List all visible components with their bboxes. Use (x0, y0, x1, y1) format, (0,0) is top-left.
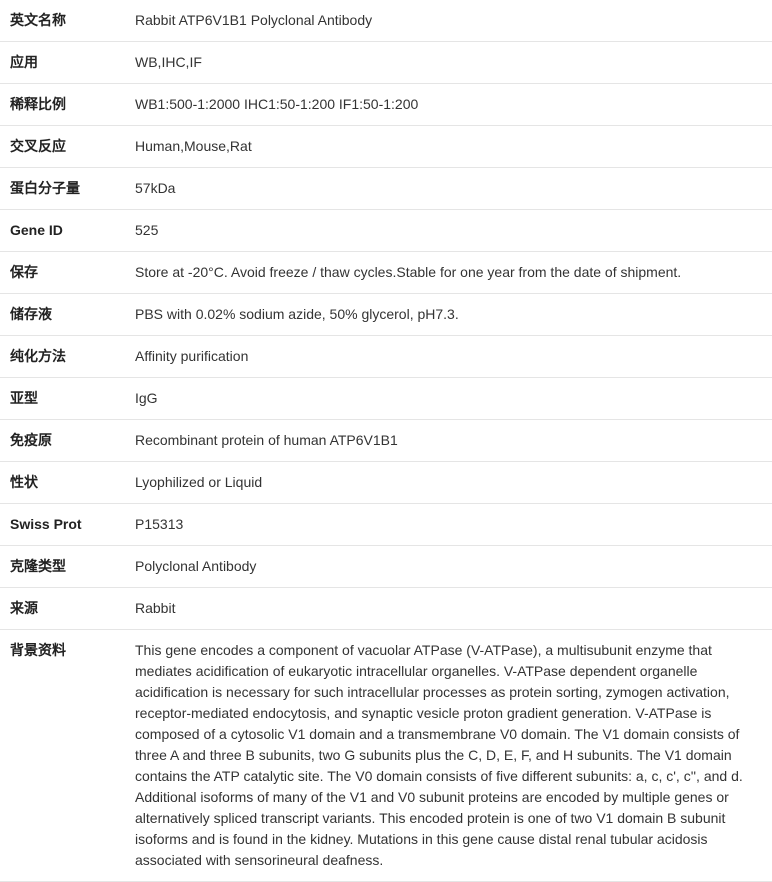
spec-row: 应用WB,IHC,IF (0, 42, 772, 84)
spec-value: PBS with 0.02% sodium azide, 50% glycero… (125, 294, 772, 336)
spec-row: 纯化方法Affinity purification (0, 336, 772, 378)
spec-row: Gene ID525 (0, 210, 772, 252)
spec-value: Rabbit (125, 588, 772, 630)
spec-label: Swiss Prot (0, 504, 125, 546)
spec-label: 免疫原 (0, 420, 125, 462)
spec-row: 交叉反应Human,Mouse,Rat (0, 126, 772, 168)
spec-value: Polyclonal Antibody (125, 546, 772, 588)
spec-row: 蛋白分子量57kDa (0, 168, 772, 210)
spec-row: Swiss ProtP15313 (0, 504, 772, 546)
spec-label: 来源 (0, 588, 125, 630)
spec-label: 英文名称 (0, 0, 125, 42)
spec-value: Recombinant protein of human ATP6V1B1 (125, 420, 772, 462)
spec-value: WB1:500-1:2000 IHC1:50-1:200 IF1:50-1:20… (125, 84, 772, 126)
spec-label: 纯化方法 (0, 336, 125, 378)
spec-value: This gene encodes a component of vacuola… (125, 630, 772, 882)
spec-row: 性状Lyophilized or Liquid (0, 462, 772, 504)
spec-value: Store at -20°C. Avoid freeze / thaw cycl… (125, 252, 772, 294)
spec-row: 保存Store at -20°C. Avoid freeze / thaw cy… (0, 252, 772, 294)
spec-value: WB,IHC,IF (125, 42, 772, 84)
spec-label: 应用 (0, 42, 125, 84)
spec-row: 储存液PBS with 0.02% sodium azide, 50% glyc… (0, 294, 772, 336)
spec-value: IgG (125, 378, 772, 420)
spec-value: Human,Mouse,Rat (125, 126, 772, 168)
spec-row: 克隆类型Polyclonal Antibody (0, 546, 772, 588)
spec-value: 57kDa (125, 168, 772, 210)
spec-label: 亚型 (0, 378, 125, 420)
spec-value: Rabbit ATP6V1B1 Polyclonal Antibody (125, 0, 772, 42)
spec-label: 性状 (0, 462, 125, 504)
spec-table: 英文名称Rabbit ATP6V1B1 Polyclonal Antibody应… (0, 0, 772, 882)
spec-row: 英文名称Rabbit ATP6V1B1 Polyclonal Antibody (0, 0, 772, 42)
spec-label: 交叉反应 (0, 126, 125, 168)
spec-label: 保存 (0, 252, 125, 294)
spec-label: 背景资料 (0, 630, 125, 882)
spec-label: 储存液 (0, 294, 125, 336)
spec-value: P15313 (125, 504, 772, 546)
spec-value: 525 (125, 210, 772, 252)
spec-label: 稀释比例 (0, 84, 125, 126)
spec-row: 亚型IgG (0, 378, 772, 420)
spec-label: 克隆类型 (0, 546, 125, 588)
spec-row: 来源Rabbit (0, 588, 772, 630)
spec-table-body: 英文名称Rabbit ATP6V1B1 Polyclonal Antibody应… (0, 0, 772, 882)
spec-label: 蛋白分子量 (0, 168, 125, 210)
spec-row: 稀释比例WB1:500-1:2000 IHC1:50-1:200 IF1:50-… (0, 84, 772, 126)
spec-row: 背景资料This gene encodes a component of vac… (0, 630, 772, 882)
spec-label: Gene ID (0, 210, 125, 252)
spec-value: Lyophilized or Liquid (125, 462, 772, 504)
spec-value: Affinity purification (125, 336, 772, 378)
spec-row: 免疫原Recombinant protein of human ATP6V1B1 (0, 420, 772, 462)
